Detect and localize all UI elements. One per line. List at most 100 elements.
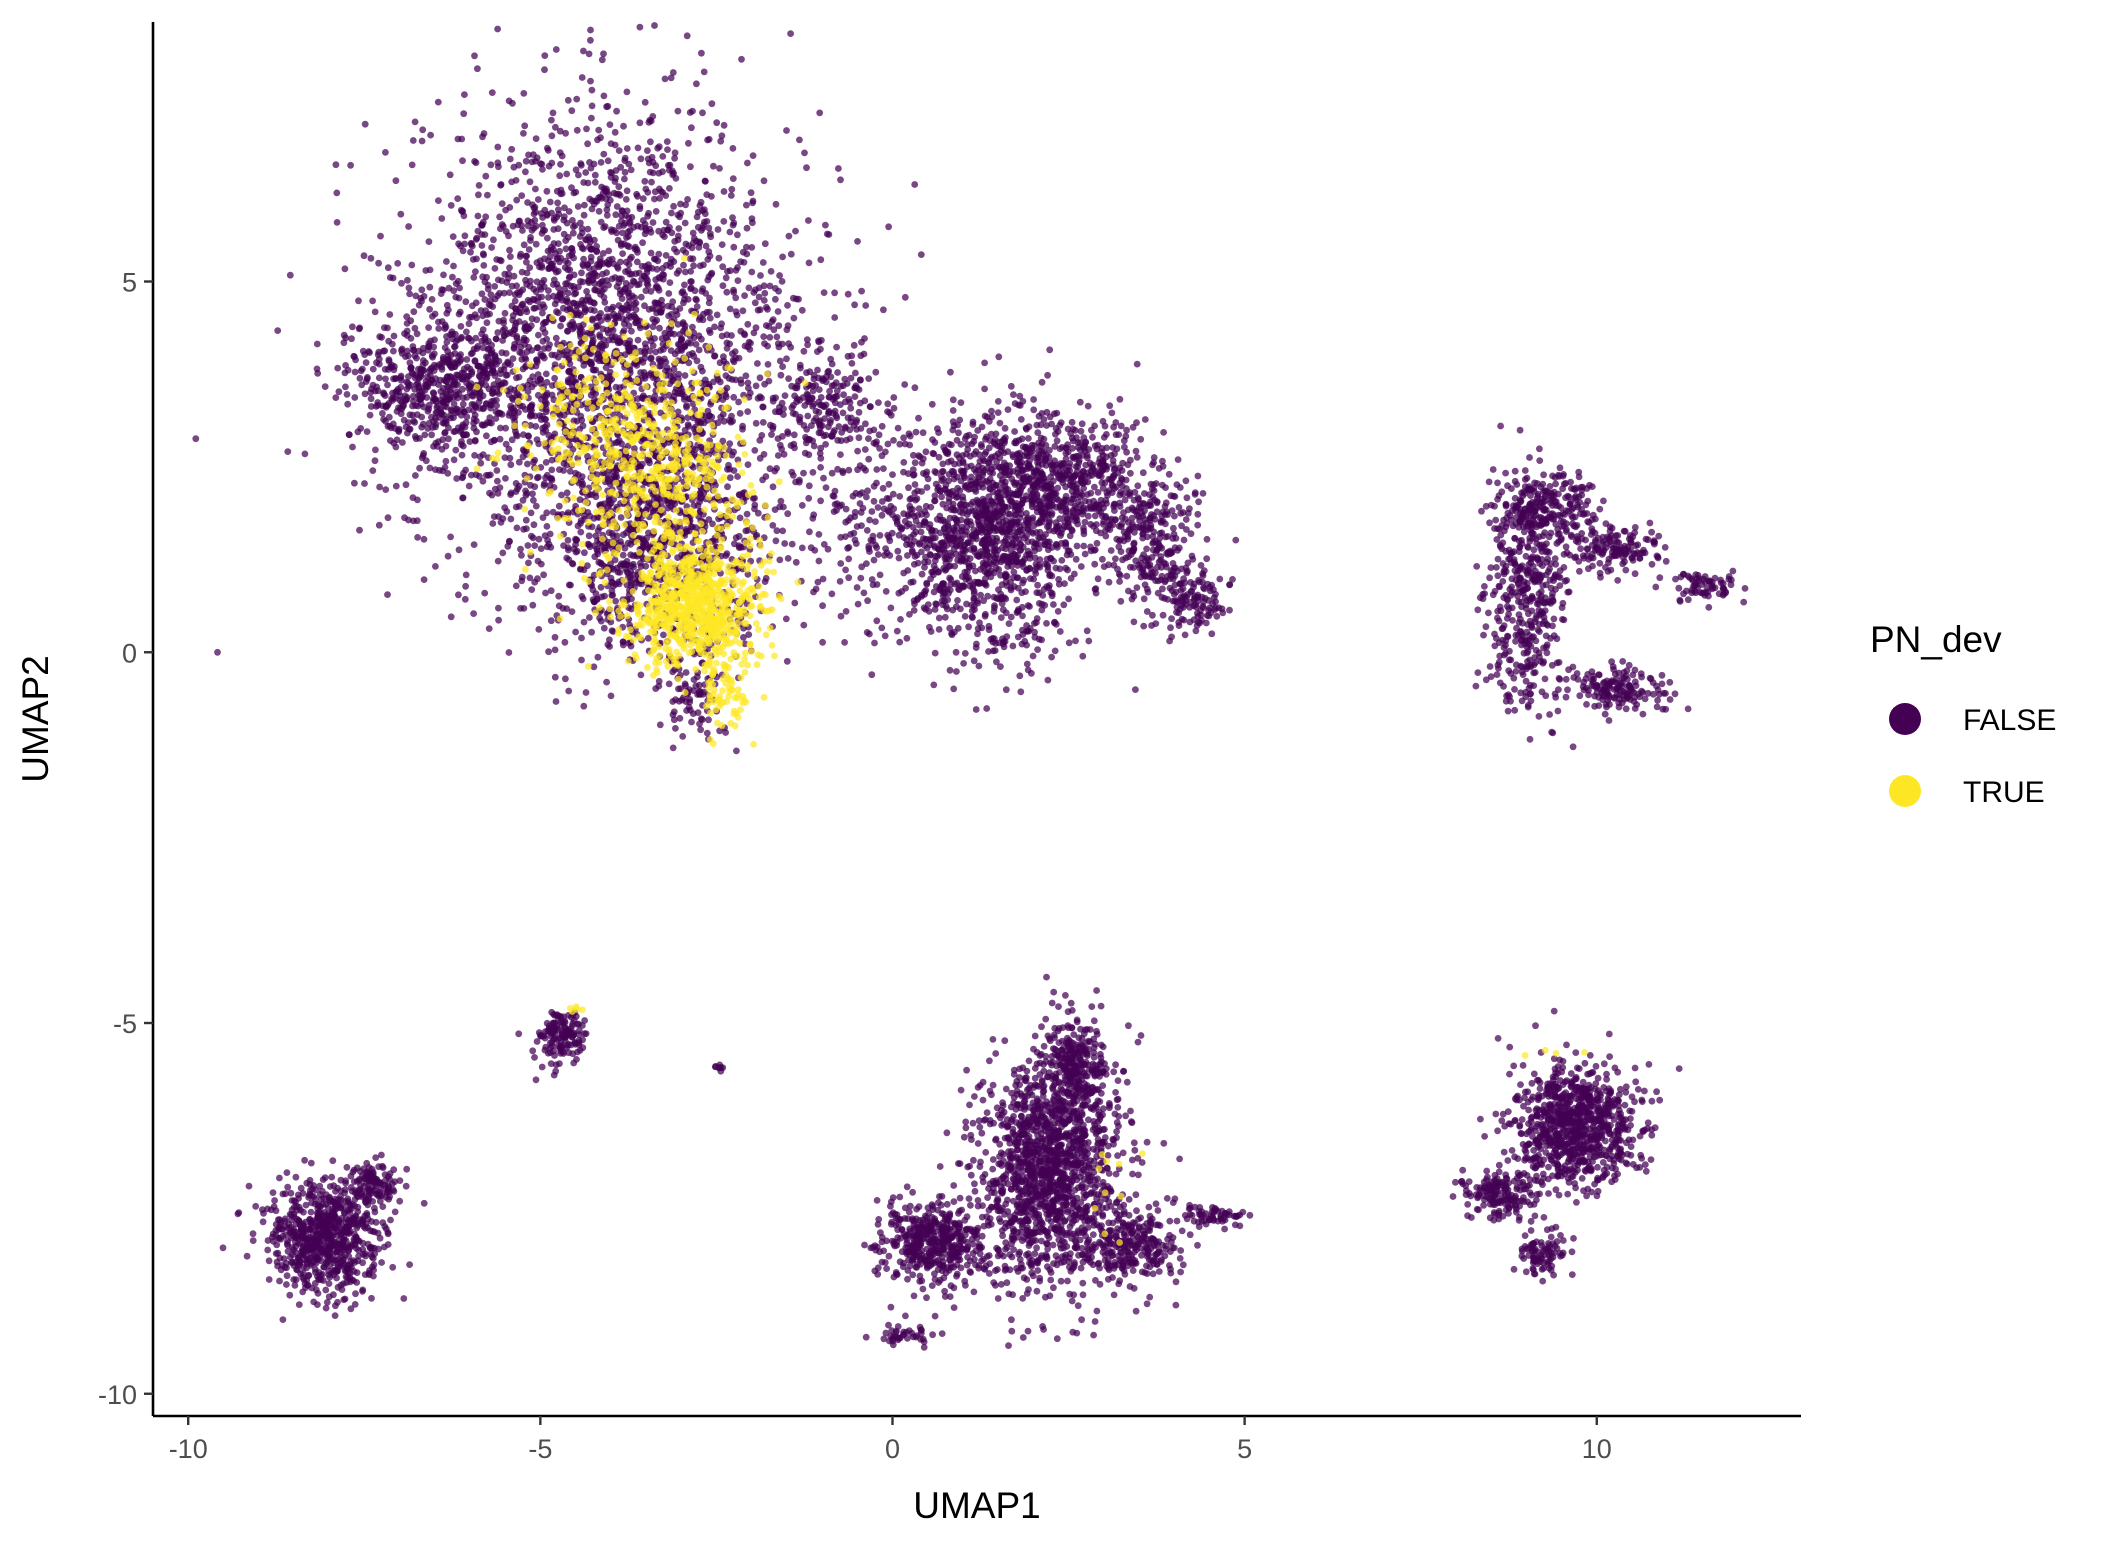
data-point: [399, 439, 406, 446]
data-point: [600, 294, 608, 301]
data-point: [720, 218, 728, 225]
data-point: [512, 582, 520, 590]
data-point: [839, 467, 846, 475]
data-point: [342, 362, 349, 369]
data-point: [981, 385, 988, 393]
data-point: [878, 511, 886, 519]
data-point: [631, 294, 639, 302]
data-point: [651, 392, 659, 400]
data-point: [521, 354, 529, 362]
data-point: [681, 322, 689, 330]
data-point: [687, 268, 695, 275]
data-point: [369, 365, 377, 373]
data-point: [759, 403, 767, 411]
data-point: [425, 324, 432, 331]
data-point: [525, 246, 533, 253]
data-point: [795, 295, 802, 303]
data-point: [362, 359, 370, 366]
data-point: [434, 98, 442, 106]
data-point: [565, 556, 573, 564]
data-point: [349, 443, 356, 451]
data-point: [783, 355, 790, 363]
data-point: [471, 452, 478, 459]
data-point: [1060, 601, 1068, 609]
data-point: [630, 311, 638, 319]
data-point: [865, 375, 873, 382]
data-point: [580, 47, 587, 55]
data-point: [409, 411, 416, 419]
data-point: [548, 456, 556, 464]
data-point: [706, 294, 713, 302]
data-point: [728, 185, 736, 193]
data-point: [755, 293, 763, 301]
data-point: [537, 560, 545, 568]
data-point: [426, 266, 434, 274]
data-point: [495, 616, 502, 624]
data-point: [450, 287, 458, 295]
data-point: [965, 623, 972, 631]
data-point: [392, 177, 400, 185]
data-point: [815, 531, 823, 538]
data-point: [580, 702, 588, 710]
data-point: [577, 241, 584, 248]
data-point: [452, 446, 460, 454]
data-point: [730, 219, 738, 227]
data-point: [385, 337, 393, 345]
data-point: [546, 198, 554, 206]
data-point: [587, 253, 595, 261]
data-point: [525, 559, 532, 567]
data-point: [568, 245, 576, 253]
data-point: [390, 332, 398, 340]
data-point: [625, 261, 633, 268]
data-point: [705, 248, 713, 256]
data-point: [474, 65, 481, 73]
data-point: [699, 285, 707, 293]
data-point: [580, 255, 587, 263]
data-point: [398, 350, 406, 357]
data-point: [647, 138, 654, 146]
data-point: [865, 542, 873, 550]
data-point: [505, 649, 513, 656]
data-point: [458, 369, 466, 377]
data-point: [844, 544, 851, 552]
data-point: [830, 508, 838, 515]
data-point: [363, 428, 371, 435]
data-point: [852, 540, 860, 547]
data-point: [648, 265, 656, 272]
data-point: [743, 250, 751, 258]
data-point: [514, 485, 521, 493]
data-point: [677, 200, 684, 208]
data-point: [667, 373, 675, 381]
data-point: [439, 419, 447, 427]
data-point: [487, 302, 494, 309]
data-point: [615, 314, 622, 322]
data-point: [751, 299, 759, 307]
data-point: [343, 391, 351, 398]
data-point: [776, 357, 784, 365]
data-point: [394, 260, 402, 267]
data-point: [665, 162, 672, 169]
data-point: [693, 357, 701, 365]
data-point: [825, 423, 832, 431]
data-point: [683, 707, 690, 714]
data-point: [535, 331, 542, 339]
data-point: [785, 232, 793, 240]
data-point: [875, 431, 883, 439]
data-point: [720, 353, 727, 361]
data-point: [778, 278, 786, 285]
data-point: [773, 333, 781, 341]
data-point: [442, 457, 450, 465]
data-point: [656, 324, 663, 332]
data-point: [873, 581, 881, 588]
data-point: [781, 540, 789, 547]
data-point: [787, 30, 794, 37]
data-point: [499, 515, 507, 522]
data-point: [681, 281, 688, 289]
data-point: [469, 302, 476, 310]
data-point: [882, 448, 889, 456]
data-point: [854, 447, 861, 455]
data-point: [878, 624, 886, 632]
data-point: [361, 390, 369, 398]
